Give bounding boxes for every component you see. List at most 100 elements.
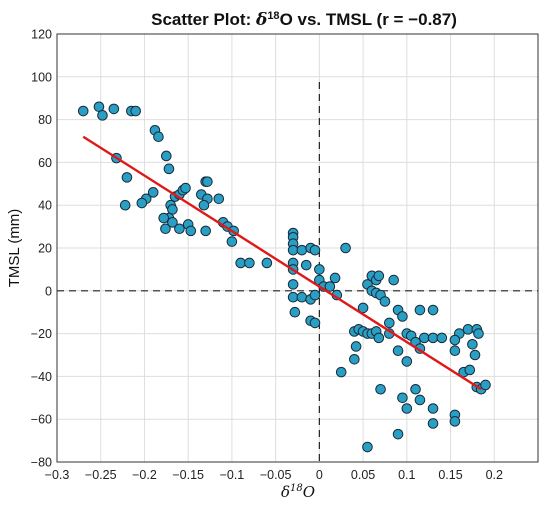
y-tick-labels: −80 −60 −40 −20 0 20 40 60 80 100 120 — [31, 28, 52, 470]
data-point — [108, 103, 120, 115]
y-tick-label: 120 — [31, 28, 52, 42]
data-point — [153, 131, 164, 143]
y-tick-label: −80 — [31, 456, 52, 470]
data-point — [163, 163, 175, 175]
data-point — [427, 304, 439, 316]
data-point — [473, 328, 484, 339]
data-point — [309, 244, 321, 256]
data-point — [414, 394, 426, 406]
data-point — [244, 257, 255, 269]
data-point — [397, 311, 408, 322]
x-tick-label: −0.15 — [172, 468, 204, 482]
data-point — [119, 199, 131, 211]
data-point — [449, 345, 461, 357]
data-point — [375, 383, 386, 395]
x-tick-label: −0.05 — [260, 468, 292, 482]
data-point — [309, 289, 321, 301]
data-point — [174, 223, 185, 235]
data-point — [287, 244, 299, 256]
data-point — [296, 244, 308, 256]
x-tick-label: 0.2 — [486, 468, 503, 482]
data-point — [261, 257, 273, 269]
chart-title: Scatter Plot: δ18O vs. TMSL (r = −0.87) — [151, 10, 457, 30]
y-tick-label: 60 — [38, 156, 52, 170]
reference-lines — [57, 82, 538, 462]
x-axis-label: δ18O — [281, 483, 315, 501]
data-point — [392, 428, 404, 440]
data-point — [167, 217, 178, 228]
plot-frame — [56, 33, 539, 463]
data-point — [335, 366, 347, 378]
data-point — [136, 197, 148, 209]
x-tick-label: −0.1 — [220, 468, 245, 482]
data-point — [296, 291, 308, 303]
x-tick-label: 0.05 — [351, 468, 375, 482]
data-point — [97, 110, 108, 121]
data-point — [202, 176, 213, 187]
data-point — [300, 259, 312, 271]
data-point — [392, 345, 404, 357]
data-point — [467, 339, 478, 350]
x-tick-label: −0.25 — [85, 468, 117, 482]
data-point — [350, 341, 362, 352]
data-point — [373, 332, 385, 344]
data-point — [397, 392, 408, 404]
data-point — [462, 324, 474, 335]
data-point — [388, 274, 400, 286]
data-point — [287, 279, 299, 290]
data-point — [287, 291, 299, 303]
data-point — [329, 272, 341, 284]
data-point — [185, 225, 197, 237]
data-point — [314, 264, 325, 275]
data-point — [449, 334, 461, 346]
data-point — [198, 199, 210, 211]
data-point — [121, 172, 133, 183]
data-point — [213, 193, 225, 205]
data-point — [379, 296, 391, 307]
data-point — [160, 223, 171, 235]
data-point — [357, 302, 369, 314]
data-point — [419, 332, 430, 344]
x-tick-label: 0.15 — [438, 468, 462, 482]
data-point — [436, 332, 448, 344]
y-tick-label: 80 — [38, 113, 52, 127]
y-tick-label: −20 — [31, 327, 52, 341]
data-point — [147, 187, 159, 198]
y-tick-label: 0 — [45, 284, 52, 298]
x-tick-labels: −0.3 −0.25 −0.2 −0.15 −0.1 −0.05 0 0.05 0.1 0.15 0… — [45, 468, 503, 482]
regression-line — [82, 135, 482, 391]
data-point — [226, 236, 238, 247]
fit-line-layer — [82, 135, 482, 391]
data-point — [158, 212, 169, 224]
data-point — [130, 105, 142, 117]
data-point — [414, 304, 426, 316]
data-point — [384, 317, 395, 329]
data-point — [77, 105, 89, 117]
x-tick-label: 0 — [316, 468, 323, 482]
y-tick-label: −60 — [31, 413, 52, 427]
data-point — [401, 356, 413, 367]
data-point — [180, 182, 191, 194]
data-point — [449, 416, 461, 427]
y-tick-label: −40 — [31, 370, 52, 384]
data-point — [427, 332, 439, 344]
x-tick-label: −0.2 — [132, 468, 157, 482]
y-tick-label: 100 — [31, 70, 52, 84]
x-tick-label: 0.1 — [398, 468, 415, 482]
data-point — [161, 150, 172, 162]
data-point — [410, 383, 421, 395]
data-point — [401, 403, 413, 414]
data-point — [289, 306, 301, 318]
data-point — [200, 225, 211, 237]
data-point — [427, 418, 439, 429]
data-point — [469, 349, 481, 361]
data-point — [464, 364, 476, 376]
y-tick-label: 40 — [38, 199, 52, 213]
data-point — [362, 441, 373, 453]
y-axis-label: TMSL (mm) — [6, 209, 23, 288]
data-point — [309, 317, 321, 329]
data-point — [427, 403, 439, 414]
data-point — [373, 270, 385, 282]
data-point — [324, 281, 336, 292]
